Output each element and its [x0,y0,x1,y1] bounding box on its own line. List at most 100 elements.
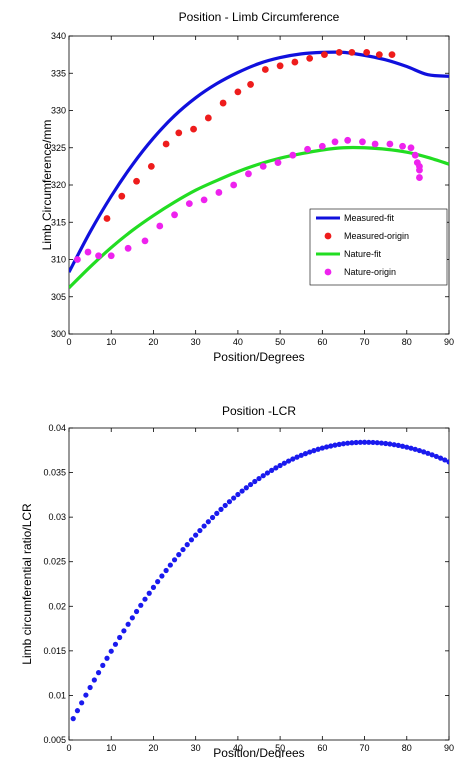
data-point-lcr [222,502,228,509]
data-point-lcr [408,445,414,451]
data-point-lcr [108,648,114,654]
data-point-lcr [336,441,342,447]
y-tick-label: 325 [51,143,66,153]
data-point-nature-origin [107,252,115,260]
data-point-lcr [425,450,431,456]
data-point-nature-origin [74,256,81,263]
data-point-nature-origin [84,248,92,256]
data-point-lcr [163,567,169,574]
data-point-measured-origin [190,125,197,133]
x-tick-label: 10 [106,337,116,347]
data-point-lcr [226,499,233,505]
data-point-nature-origin [344,136,352,144]
y-axis: 0.005 0.01 0.015 0.02 0.025 0.03 0.035 0.04 [43,423,449,745]
y-tick-label: 0.025 [43,557,66,567]
series-line-nature-fit [69,145,449,289]
legend-label-measured-fit: Measured-fit [344,213,395,223]
data-point-lcr [214,510,220,516]
x-tick-label: 80 [402,337,412,347]
x-tick-label: 0 [66,337,71,347]
x-tick-label: 40 [233,743,243,753]
data-point-lcr [307,449,313,455]
legend-label-nature-fit: Nature-fit [344,249,382,259]
data-point-lcr [95,670,102,676]
data-point-lcr [332,442,338,448]
data-point-lcr [70,716,76,722]
data-point-lcr [378,440,385,446]
data-point-lcr [315,446,321,452]
x-tick-label: 90 [444,337,454,347]
y-tick-label: 300 [51,329,66,339]
data-point-nature-origin [230,181,238,189]
data-point-lcr [446,459,449,465]
lcr-chart: Position -LCR 0 10 20 30 40 50 60 70 80 90 0.0050… [20,404,454,758]
data-point-lcr [442,457,448,463]
data-point-measured-origin [118,192,126,200]
x-axis-label: Position/Degrees [213,350,304,364]
x-tick-label: 50 [275,337,285,347]
x-tick-label: 20 [148,337,158,347]
data-point-lcr [129,615,135,621]
data-point-lcr [361,439,368,445]
series-line-measured-fit [69,50,449,273]
data-point-measured-origin [234,88,242,96]
data-point-lcr [112,641,119,647]
data-point-lcr [155,579,161,585]
data-point-measured-origin [133,177,140,185]
data-point-lcr [159,573,165,579]
data-point-measured-origin [276,62,284,70]
data-point-lcr [121,628,127,634]
data-point-nature-origin [200,196,208,204]
x-tick-label: 60 [317,743,327,753]
x-tick-label: 30 [191,743,201,753]
data-point-measured-origin [291,58,299,66]
data-point-lcr [412,446,418,452]
legend-label-measured-origin: Measured-origin [344,231,409,241]
data-point-lcr [319,445,325,451]
y-tick-label: 0.035 [43,468,66,478]
data-point-lcr [142,596,148,602]
data-point-lcr [298,452,304,458]
data-point-measured-origin [335,48,343,56]
data-point-nature-origin [407,144,415,152]
data-point-measured-origin [348,48,356,56]
data-point-lcr [209,514,216,521]
data-point-lcr [294,454,300,460]
data-point-nature-origin [156,222,164,230]
y-tick-label: 340 [51,31,66,41]
y-tick-label: 0.005 [43,735,66,745]
data-point-lcr [366,439,372,445]
data-point-lcr [243,485,249,491]
data-point-lcr [104,655,110,661]
data-point-lcr [197,527,203,534]
data-point-measured-origin [204,114,212,122]
y-tick-label: 320 [51,180,66,190]
legend-box [309,208,448,286]
data-point-lcr [421,449,427,455]
data-point-lcr [429,452,435,458]
data-point-lcr [201,523,207,529]
data-point-nature-origin [215,189,223,196]
data-point-lcr [117,634,123,641]
y-tick-label: 315 [51,217,66,227]
y-axis-label: Limb circumferential ratio/LCR [20,503,34,665]
data-point-lcr [433,453,439,460]
data-point-nature-origin [185,200,193,208]
data-point-nature-origin [411,151,419,159]
data-point-lcr [188,537,195,543]
data-point-lcr [167,562,173,568]
data-point-lcr [273,465,279,471]
legend-label-nature-origin: Nature-origin [344,267,396,277]
data-point-lcr [328,443,334,449]
data-point-nature-origin [171,211,178,219]
data-point-lcr [281,460,287,466]
data-point-nature-origin [245,170,252,178]
data-point-measured-origin [103,215,111,222]
data-point-nature-origin [274,159,282,167]
data-point-lcr [74,708,81,714]
data-point-lcr [374,440,380,446]
legend-swatch-nature-origin [324,268,332,276]
data-point-lcr [138,602,144,608]
data-point-lcr [391,442,397,448]
